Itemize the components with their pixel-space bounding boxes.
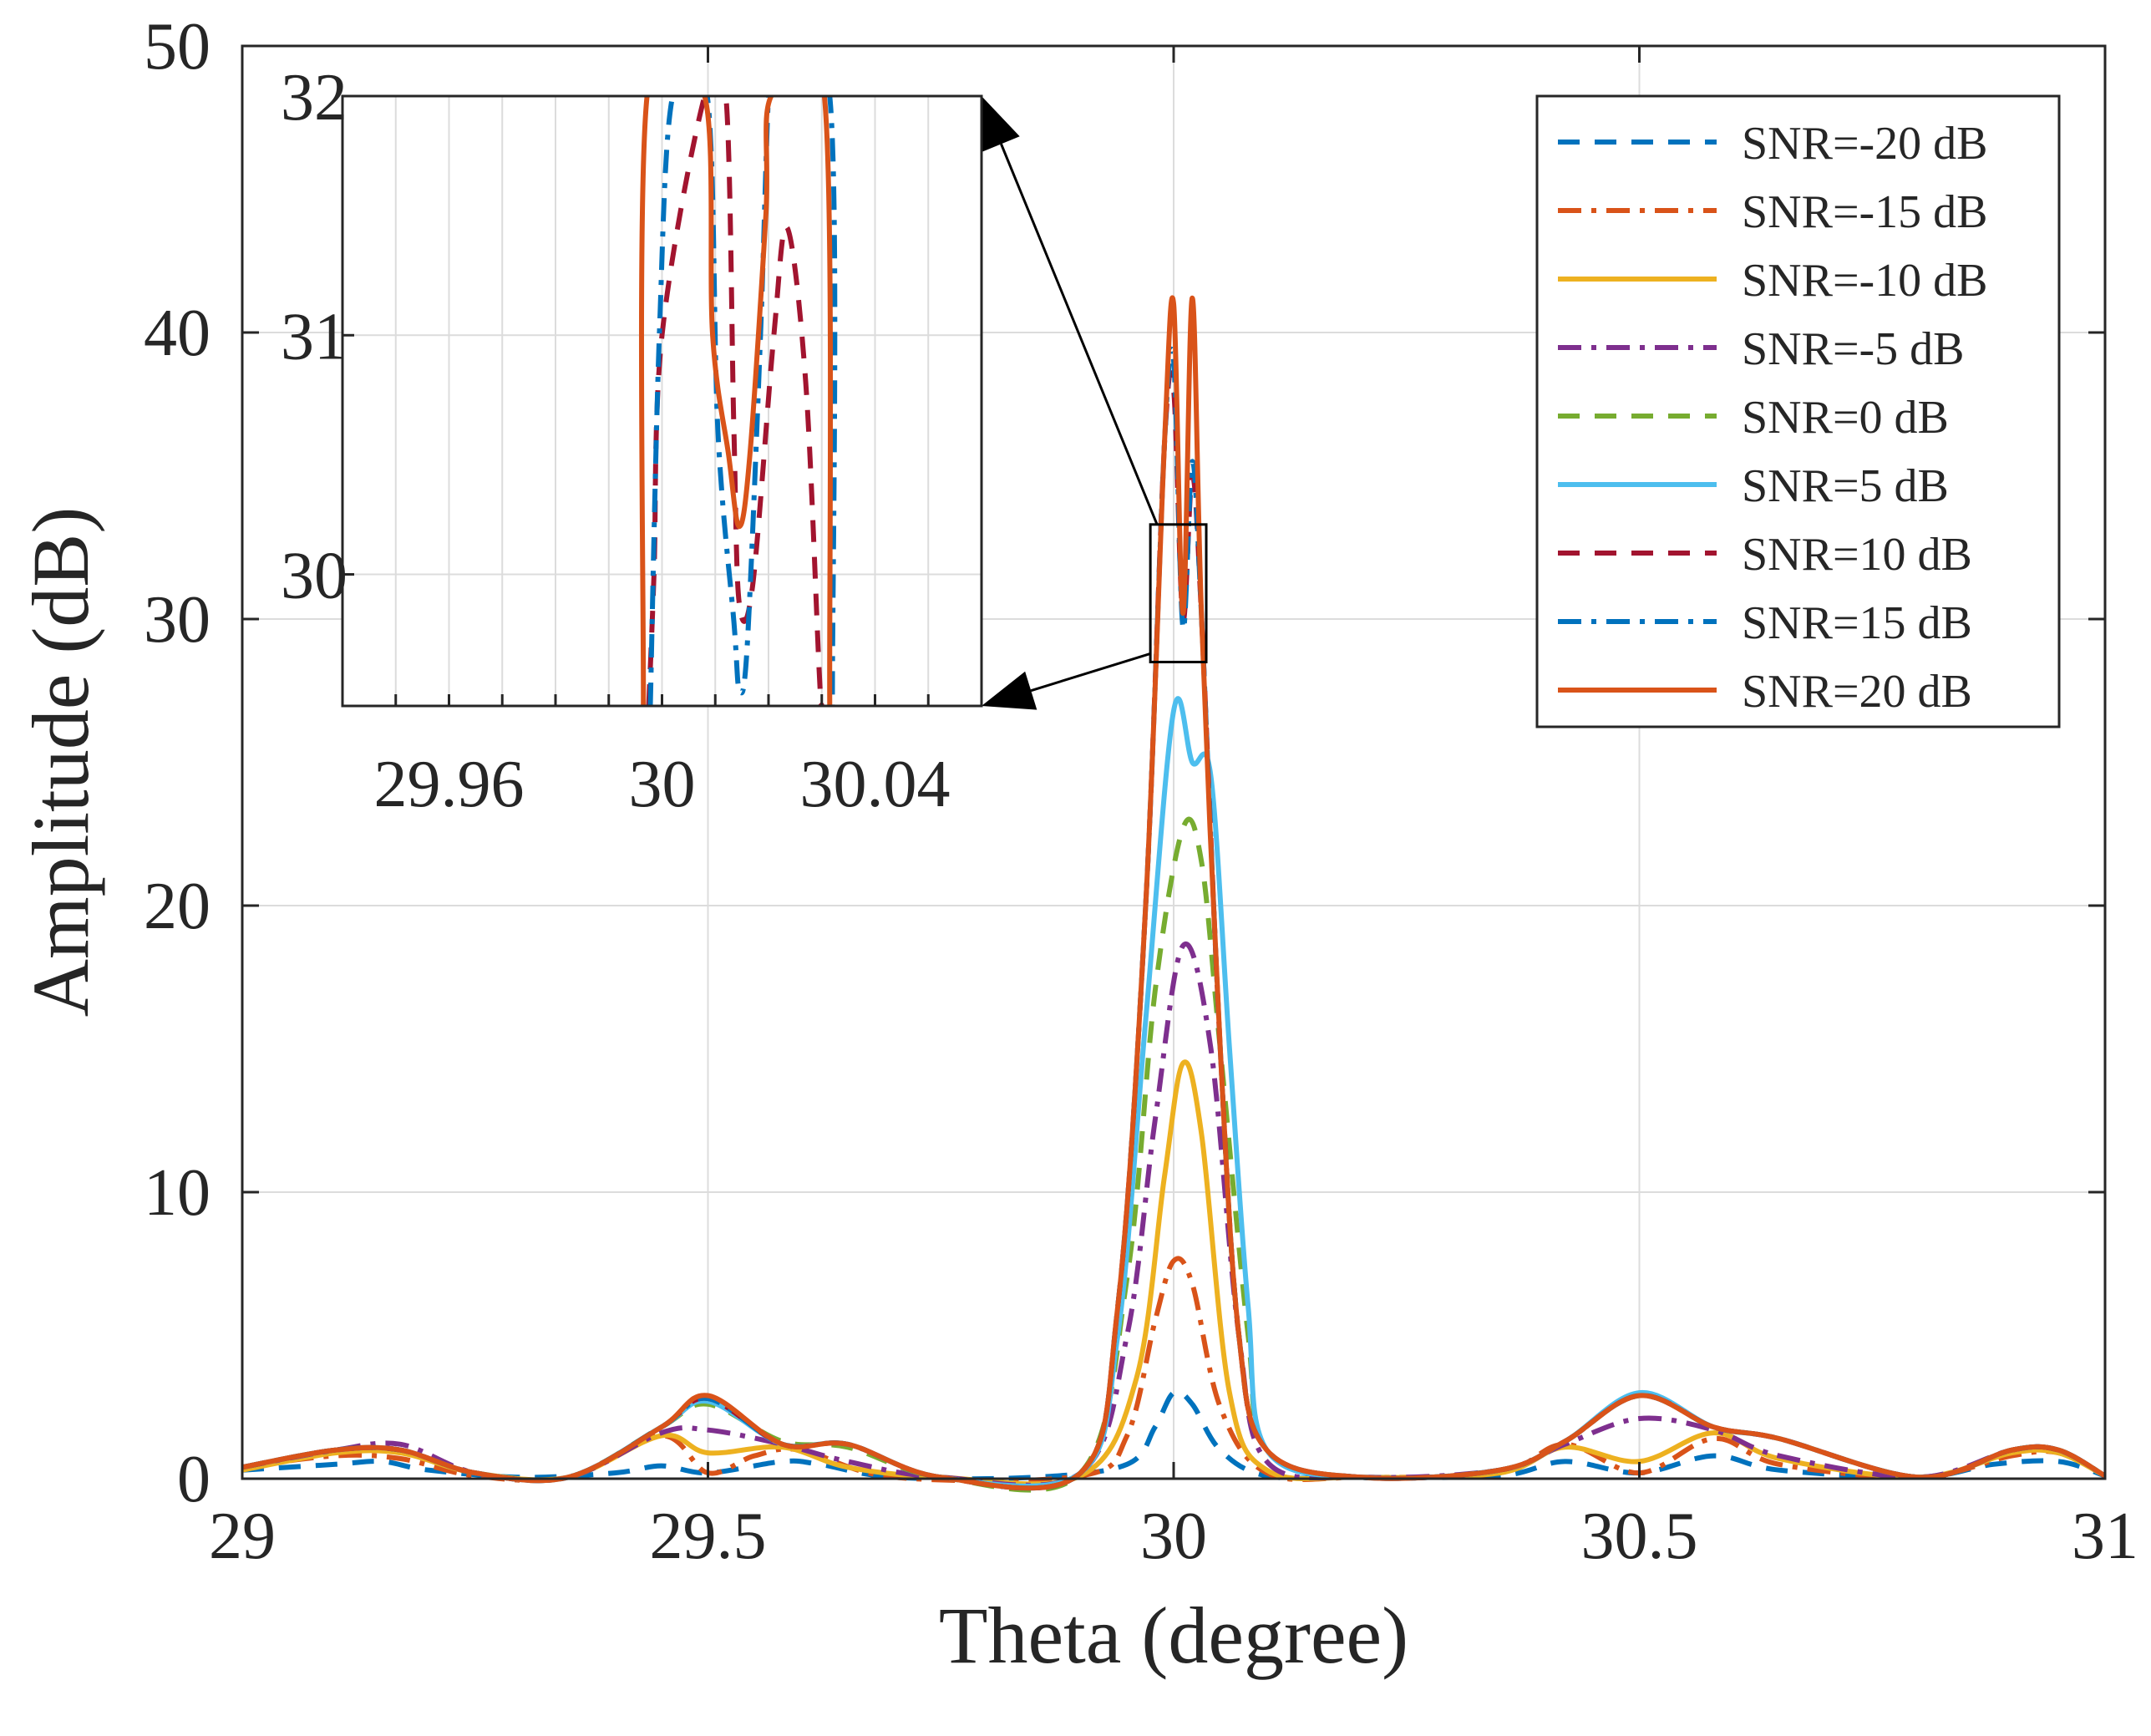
series-line-snr-20-db (241, 295, 2107, 1491)
inset-y-tick-label: 31 (281, 300, 348, 373)
zoom-arrowhead-bottom (982, 671, 1037, 710)
legend-entry-snr-5-db: SNR=5 dB (1558, 460, 1949, 512)
legend-label: SNR=-20 dB (1742, 118, 1988, 170)
inset-series-group (638, 96, 838, 706)
legend-label: SNR=-10 dB (1742, 255, 1988, 307)
inset-series-line-snr-10-db (646, 96, 824, 706)
zoom-box (1149, 523, 1208, 663)
x-tick-label: 29.5 (650, 1500, 767, 1573)
legend-label: SNR=-15 dB (1742, 186, 1988, 238)
legend-entry-snr-5-db: SNR=-5 dB (1558, 323, 1965, 375)
zoom-annotation (982, 96, 1208, 710)
inset-axes: 29.96 30 30.04 30 31 32 (281, 61, 983, 821)
series-line-snr-5-db (241, 941, 2107, 1488)
y-axis-title: Amplitude (dB) (16, 507, 105, 1018)
series-line-snr-0-db (241, 816, 2107, 1493)
legend-entry-snr-0-db: SNR=0 dB (1558, 392, 1949, 444)
inset-x-tick-label: 30.04 (800, 748, 951, 821)
legend-label: SNR=0 dB (1742, 392, 1949, 444)
inset-series-line-snr-15-db (647, 96, 838, 706)
y-tick-label: 10 (144, 1156, 211, 1230)
inset-x-tick-label: 29.96 (374, 748, 525, 821)
zoom-arrowhead-top (982, 96, 1020, 152)
legend-entry-snr-20-db: SNR=-20 dB (1558, 118, 1988, 170)
legend-entry-snr-20-db: SNR=20 dB (1558, 666, 1972, 718)
y-tick-label: 20 (144, 870, 211, 943)
x-tick-label: 30.5 (1581, 1500, 1698, 1573)
legend-label: SNR=10 dB (1742, 529, 1972, 581)
legend-entry-snr-15-db: SNR=15 dB (1558, 597, 1972, 649)
zoom-arrow-top (1000, 143, 1159, 525)
inset-series-line-snr-20-db (638, 96, 834, 706)
legend-entry-snr-10-db: SNR=10 dB (1558, 529, 1972, 581)
inset-y-tick-label: 32 (281, 61, 348, 135)
x-tick-label: 30 (1140, 1500, 1207, 1573)
main-ticks: 29 29.5 30 30.5 31 0 10 20 30 40 50 (144, 10, 2138, 1573)
legend-label: SNR=5 dB (1742, 460, 1949, 512)
x-tick-label: 31 (2072, 1500, 2138, 1573)
legend-label: SNR=15 dB (1742, 597, 1972, 649)
y-tick-label: 0 (177, 1443, 211, 1516)
legend-entries: SNR=-20 dB SNR=-15 dB SNR=-10 dB SNR=-5 dB S… (1558, 118, 1988, 718)
series-line-snr-15-db (241, 1256, 2107, 1484)
zoom-arrow-bottom (1030, 652, 1151, 693)
inset-x-tick-label: 30 (629, 748, 696, 821)
x-axis-title: Theta (degree) (939, 1591, 1408, 1680)
legend-entry-snr-15-db: SNR=-15 dB (1558, 186, 1988, 238)
legend-entry-snr-10-db: SNR=-10 dB (1558, 255, 1988, 307)
inset-y-tick-label: 30 (281, 540, 348, 613)
legend-label: SNR=20 dB (1742, 666, 1972, 718)
y-tick-label: 30 (144, 583, 211, 657)
y-tick-label: 50 (144, 10, 211, 84)
legend-label: SNR=-5 dB (1742, 323, 1965, 375)
main-series-group (241, 295, 2107, 1493)
y-tick-label: 40 (144, 297, 211, 370)
legend: SNR=-20 dB SNR=-15 dB SNR=-10 dB SNR=-5 dB S… (1535, 94, 2061, 728)
inset-ticks: 29.96 30 30.04 30 31 32 (281, 61, 983, 821)
x-tick-label: 29 (209, 1500, 276, 1573)
